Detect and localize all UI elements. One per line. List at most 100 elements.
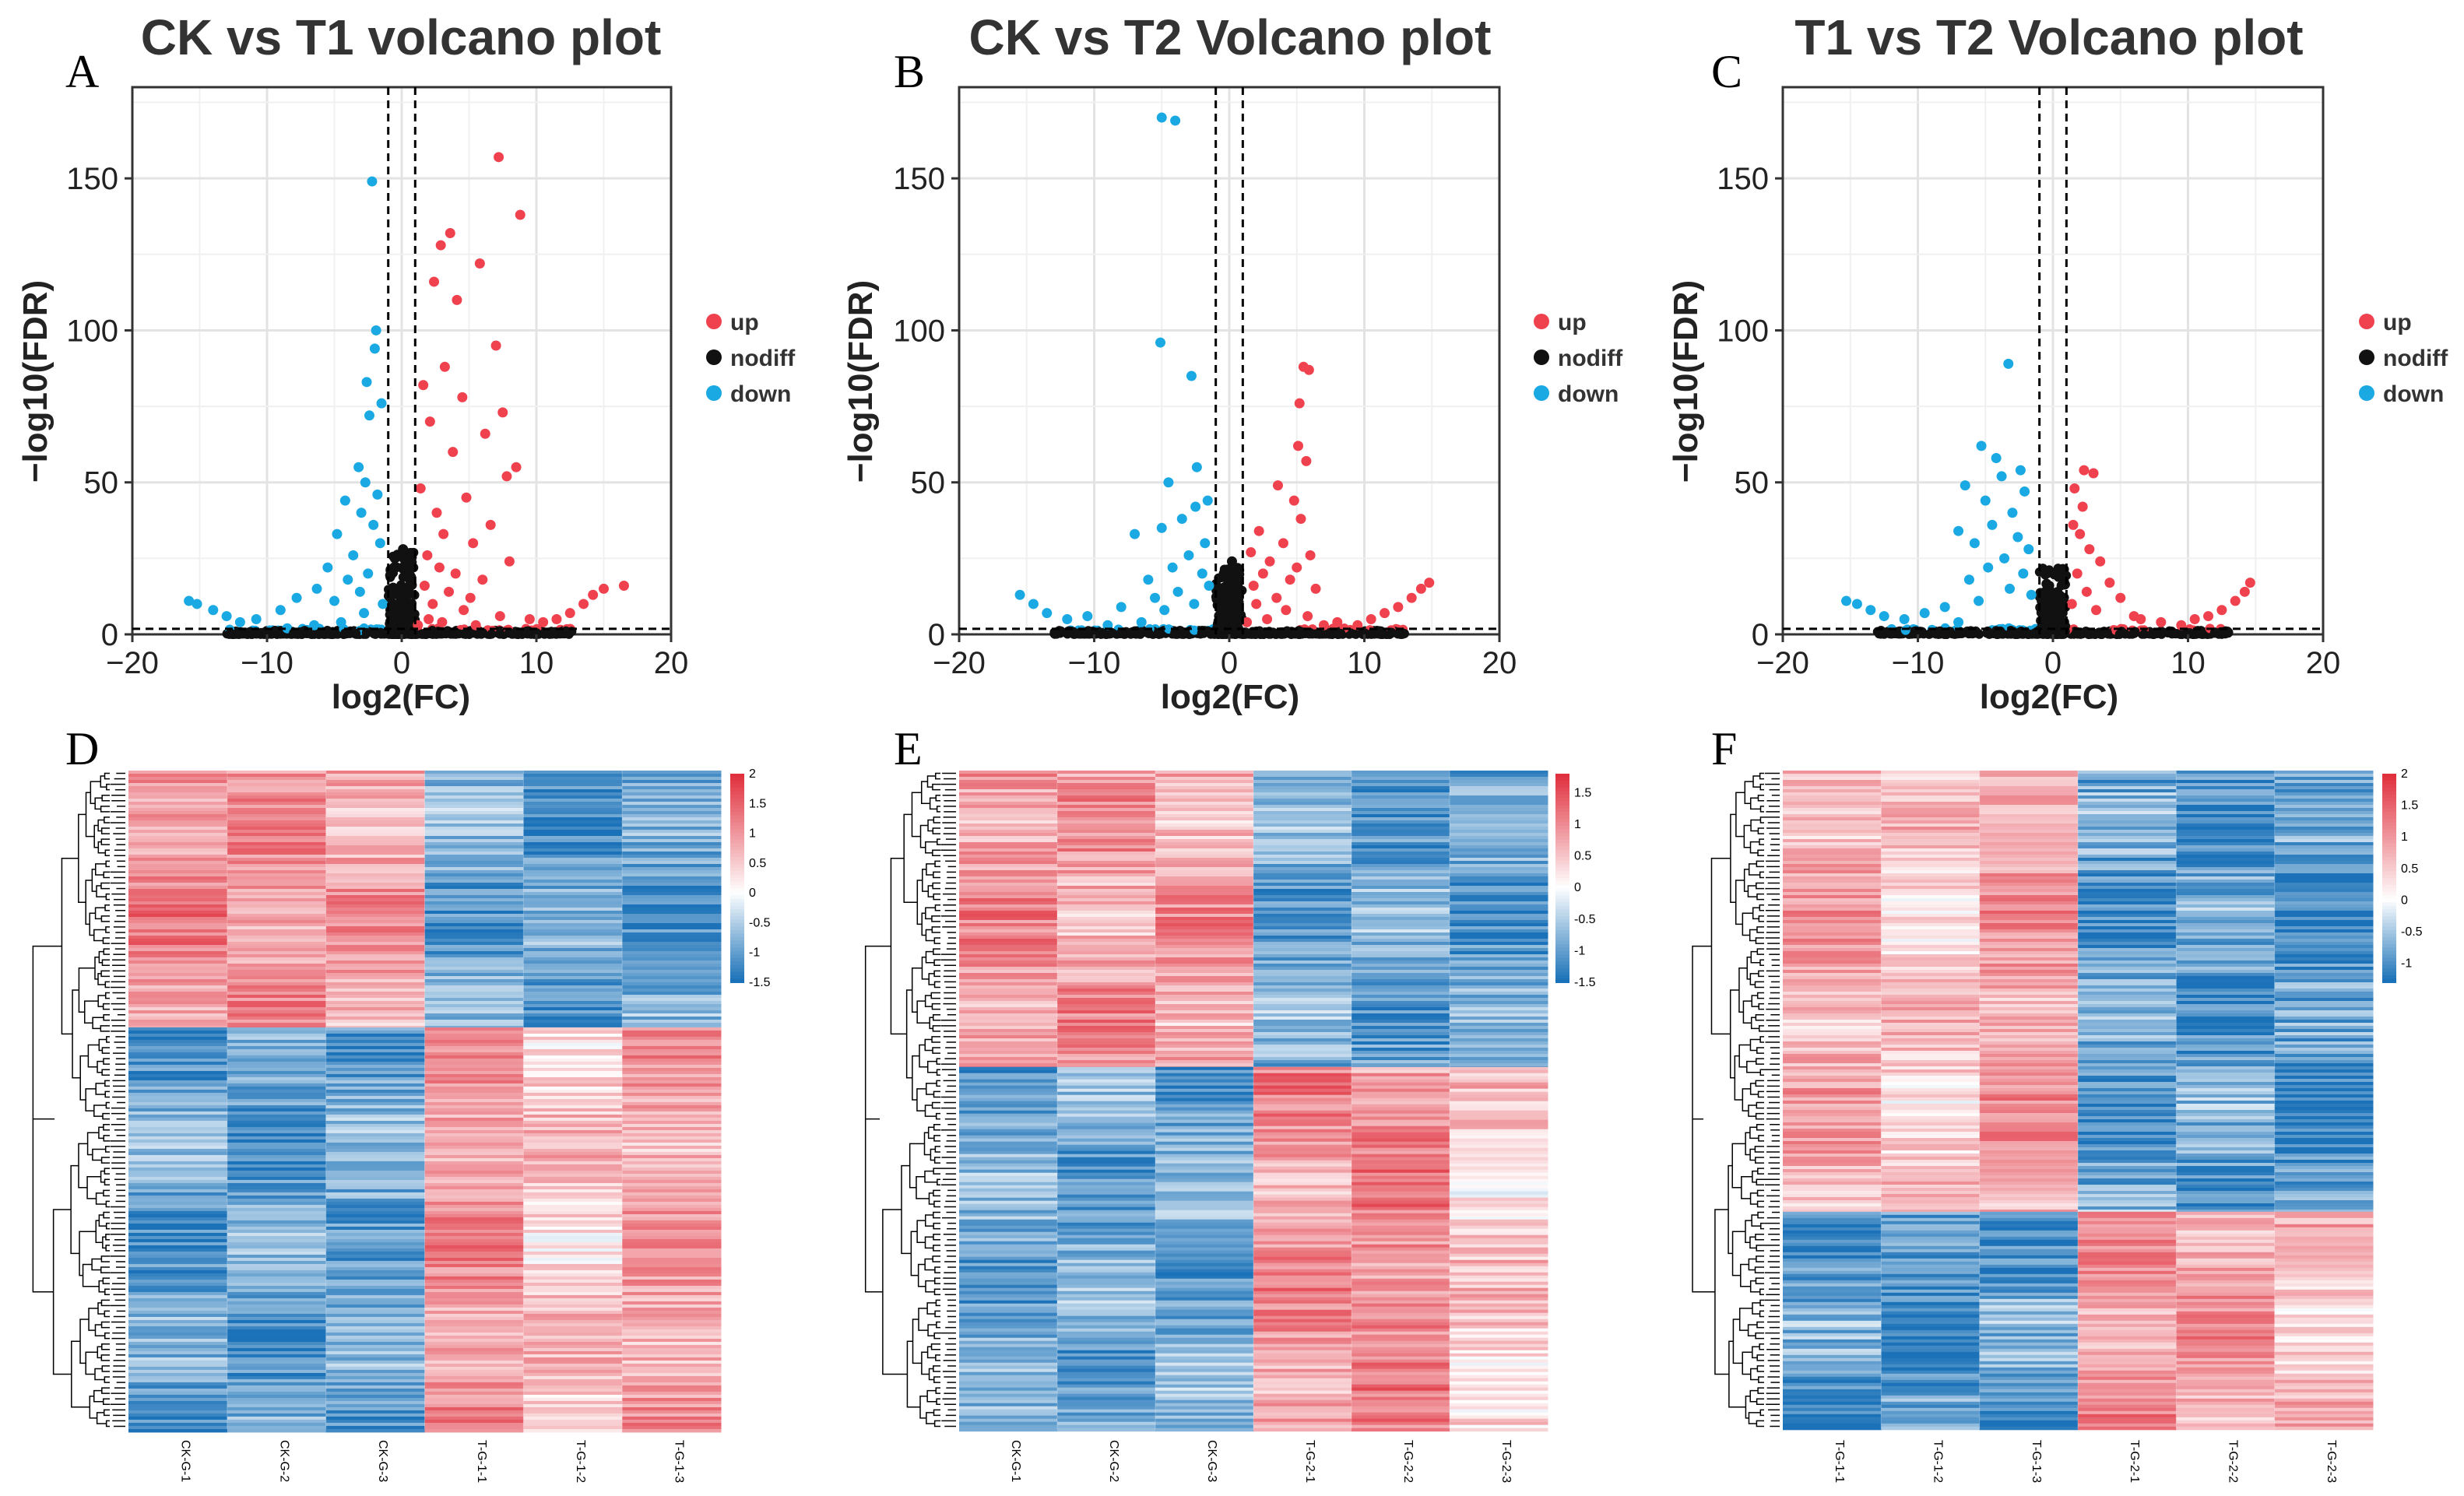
- heatmap-cell: [128, 917, 228, 921]
- heatmap-cell: [959, 1197, 1058, 1202]
- heatmap-cell: [622, 1416, 722, 1420]
- heatmap-cell: [227, 908, 327, 911]
- heatmap-cell: [128, 1406, 228, 1411]
- volcano-point-nodiff: [450, 627, 461, 638]
- heatmap-cell: [1057, 1309, 1156, 1314]
- heatmap-cell: [523, 1114, 623, 1118]
- heatmap-cell: [1253, 1110, 1352, 1115]
- heatmap-cell: [1057, 805, 1156, 809]
- heatmap-cell: [959, 774, 1058, 778]
- legend: up nodiff down: [706, 310, 796, 407]
- heatmap-cell: [959, 1340, 1058, 1345]
- heatmap-cell: [1057, 970, 1156, 974]
- heatmap-cell: [1155, 1228, 1254, 1233]
- heatmap-cell: [959, 795, 1058, 799]
- heatmap-cell: [128, 1269, 228, 1274]
- heatmap-cell: [1253, 1004, 1352, 1008]
- volcano-point-up: [1271, 592, 1282, 603]
- heatmap-cell: [1450, 1234, 1548, 1239]
- heatmap-cell: [622, 1161, 722, 1165]
- heatmap-cell: [424, 1298, 524, 1302]
- volcano-point-nodiff: [1098, 628, 1108, 638]
- dendrogram-branch: [104, 1376, 110, 1383]
- heatmap-cell: [1352, 1122, 1450, 1127]
- heatmap-cell: [1155, 802, 1254, 806]
- heatmap-cell: [523, 951, 623, 955]
- heatmap-cell: [1352, 795, 1450, 799]
- heatmap-cell: [1155, 895, 1254, 899]
- heatmap-cell: [1057, 1231, 1156, 1236]
- heatmap-cell: [227, 1176, 327, 1181]
- heatmap-cell: [1253, 811, 1352, 815]
- heatmap-cell: [622, 1148, 722, 1153]
- volcano-point-down: [1172, 586, 1183, 597]
- heatmap-cell: [523, 795, 623, 799]
- heatmap-cell: [1352, 1253, 1450, 1258]
- heatmap-cell: [227, 926, 327, 930]
- heatmap-cell: [128, 1123, 228, 1128]
- heatmap-cell: [1057, 1269, 1156, 1273]
- color-scale-swatch: [730, 791, 744, 795]
- heatmap-cell: [523, 839, 623, 843]
- heatmap-cell: [325, 1207, 425, 1212]
- heatmap-cell: [1352, 1107, 1450, 1111]
- heatmap-cell: [424, 1167, 524, 1171]
- heatmap-cell: [227, 799, 327, 802]
- heatmap-cell: [523, 1329, 623, 1333]
- heatmap-cell: [424, 979, 524, 983]
- heatmap-cell: [622, 1400, 722, 1405]
- heatmap-cell: [1155, 1048, 1254, 1052]
- heatmap-cell: [1057, 1222, 1156, 1227]
- heatmap-cell: [227, 995, 327, 999]
- heatmap-cell: [424, 1410, 524, 1414]
- heatmap-cell: [523, 945, 623, 949]
- heatmap-cell: [1450, 1381, 1548, 1385]
- heatmap-cell: [523, 820, 623, 824]
- heatmap-cell: [959, 1041, 1058, 1045]
- heatmap-cell: [622, 1004, 722, 1008]
- heatmap-cell: [1057, 973, 1156, 977]
- x-tick-label: 10: [2170, 646, 2206, 680]
- heatmap-cell: [959, 771, 1058, 774]
- heatmap-cell: [227, 817, 327, 821]
- heatmap-cell: [1253, 1101, 1352, 1105]
- heatmap-cell: [622, 848, 722, 852]
- color-scale-swatch: [730, 971, 744, 977]
- heatmap-cell: [622, 777, 722, 781]
- heatmap-cell: [1155, 1110, 1254, 1115]
- heatmap-cell: [1155, 792, 1254, 796]
- heatmap-cell: [1253, 1060, 1352, 1064]
- heatmap-cell: [325, 1151, 425, 1156]
- heatmap-cell: [325, 1266, 425, 1271]
- heatmap-cell: [523, 1098, 623, 1103]
- heatmap-cell: [1253, 1132, 1352, 1136]
- heatmap-cell: [128, 842, 228, 846]
- heatmap-cell: [227, 1220, 327, 1224]
- heatmap-cell: [1253, 948, 1352, 952]
- heatmap-cell: [325, 1136, 425, 1140]
- heatmap-cell: [1253, 873, 1352, 877]
- heatmap-cell: [325, 1282, 425, 1287]
- heatmap-cell: [622, 914, 722, 918]
- heatmap-cell: [523, 939, 623, 943]
- heatmap-cell: [325, 795, 425, 799]
- heatmap-cell: [128, 1080, 228, 1084]
- heatmap-cell: [128, 1316, 228, 1321]
- heatmap-cell: [1352, 1063, 1450, 1067]
- heatmap-cell: [1155, 1104, 1254, 1108]
- heatmap-cell: [227, 1279, 327, 1284]
- heatmap-cell: [1253, 1340, 1352, 1345]
- heatmap-cell: [622, 1285, 722, 1290]
- heatmap-cell: [1057, 1097, 1156, 1102]
- heatmap-cell: [424, 1129, 524, 1134]
- heatmap-cell: [128, 1266, 228, 1271]
- heatmap-cell: [959, 1051, 1058, 1055]
- heatmap-cell: [325, 1013, 425, 1017]
- heatmap-cell: [325, 1385, 425, 1389]
- heatmap-cell: [622, 1101, 722, 1106]
- heatmap-cell: [1450, 1319, 1548, 1323]
- heatmap-cell: [1352, 904, 1450, 908]
- volcano-point-down: [374, 538, 385, 549]
- heatmap-cell: [424, 1213, 524, 1218]
- heatmap-cell: [325, 852, 425, 855]
